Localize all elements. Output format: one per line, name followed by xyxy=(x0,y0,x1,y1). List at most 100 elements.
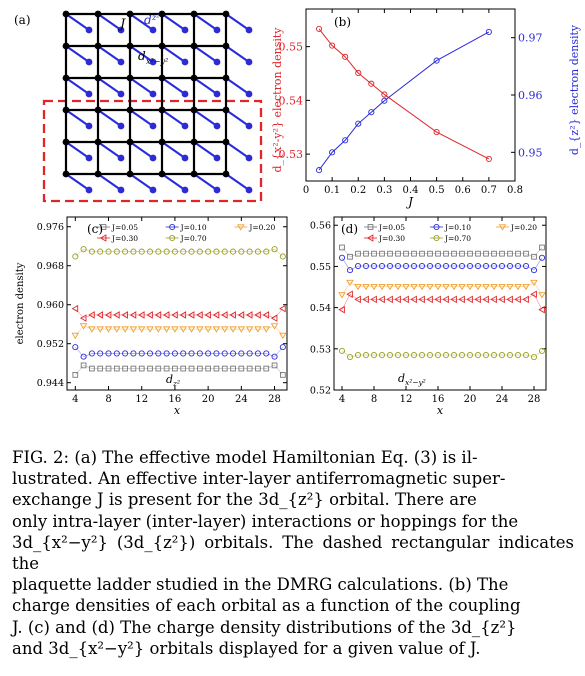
black-site xyxy=(94,74,102,82)
legend-marker xyxy=(169,234,176,242)
blue-site xyxy=(213,26,221,34)
data-point xyxy=(163,350,170,357)
y-tick-label: 0.52 xyxy=(310,386,331,397)
data-point xyxy=(362,283,370,291)
blue-site xyxy=(245,154,253,162)
inter-layer-bond xyxy=(129,173,154,191)
series-line xyxy=(318,31,490,171)
black-site xyxy=(222,42,230,50)
data-point xyxy=(221,311,228,319)
data-point xyxy=(246,365,253,372)
black-site xyxy=(190,74,198,82)
y-right-tick-label: 0.95 xyxy=(518,146,543,159)
caption-line: 3d_{x²−y²} (3d_{z²}) orbitals. The dashe… xyxy=(12,532,574,574)
inter-layer-bond xyxy=(129,45,154,63)
y-tick-label: 0.944 xyxy=(37,378,64,389)
data-point xyxy=(411,250,417,257)
inter-layer-bond xyxy=(225,45,250,63)
inter-layer-bond xyxy=(193,173,218,191)
data-point xyxy=(113,311,120,319)
data-point xyxy=(474,283,482,291)
data-point xyxy=(89,365,95,372)
data-point xyxy=(386,283,394,291)
data-point xyxy=(342,53,349,60)
y-tick-label: 0.976 xyxy=(37,222,64,233)
data-point xyxy=(213,365,220,372)
data-point xyxy=(458,283,466,291)
data-point xyxy=(155,248,162,255)
data-point xyxy=(72,372,79,378)
data-point xyxy=(329,149,336,156)
blue-site xyxy=(213,154,221,162)
data-point xyxy=(113,350,120,357)
data-point xyxy=(354,262,362,270)
data-point xyxy=(279,344,286,351)
data-point xyxy=(402,351,410,359)
x-axis-label: J xyxy=(405,195,414,209)
blue-site xyxy=(181,154,189,162)
data-point xyxy=(514,351,522,359)
data-point xyxy=(88,350,95,357)
data-point xyxy=(97,365,104,372)
x-tick-label: 0.2 xyxy=(350,185,366,196)
black-site xyxy=(62,170,70,178)
inter-layer-bond xyxy=(97,77,122,95)
data-point xyxy=(104,311,112,319)
data-point xyxy=(378,283,386,291)
data-point xyxy=(395,250,401,257)
data-point xyxy=(88,326,96,333)
data-point xyxy=(155,350,162,357)
data-point xyxy=(316,25,323,32)
blue-site xyxy=(149,58,157,66)
legend-marker xyxy=(100,224,107,230)
legend-entry: J=0.20 xyxy=(510,223,537,232)
data-point xyxy=(130,248,137,255)
data-point xyxy=(196,365,203,372)
data-point xyxy=(263,350,270,357)
data-point xyxy=(97,350,104,357)
data-point xyxy=(154,326,163,333)
black-site xyxy=(222,10,230,18)
data-point xyxy=(402,283,410,291)
x-tick-label: 12 xyxy=(400,394,413,405)
data-point xyxy=(270,314,278,322)
panel-label: (c) xyxy=(87,222,103,236)
data-point xyxy=(213,248,220,255)
black-site xyxy=(62,42,70,50)
data-point xyxy=(354,351,362,359)
data-point xyxy=(459,250,465,257)
data-point xyxy=(450,283,458,291)
data-point xyxy=(370,283,378,291)
panel-b-label: (b) xyxy=(334,15,351,29)
black-site xyxy=(126,10,134,18)
data-point xyxy=(171,350,178,357)
black-site xyxy=(126,42,134,50)
data-point xyxy=(238,365,245,372)
x-tick-label: 8 xyxy=(105,394,111,405)
data-point xyxy=(482,295,489,304)
figure-caption: FIG. 2: (a) The effective model Hamilton… xyxy=(12,447,574,659)
data-point xyxy=(435,250,441,257)
blue-site xyxy=(117,122,125,130)
series-line xyxy=(75,308,284,319)
legend-marker xyxy=(433,223,440,231)
orbital-annotation-sub: x²−y² xyxy=(405,378,426,387)
legend-entry: J=0.30 xyxy=(111,234,138,243)
y-tick-label: 0.53 xyxy=(310,344,331,355)
data-point xyxy=(450,262,458,270)
x-axis-label: x xyxy=(174,404,181,417)
series-line xyxy=(341,247,543,258)
data-point xyxy=(386,295,393,304)
data-point xyxy=(97,248,104,255)
inter-layer-bond xyxy=(161,141,186,159)
x-tick-label: 28 xyxy=(528,394,541,405)
inter-layer-bond xyxy=(129,13,154,31)
data-point xyxy=(196,350,203,357)
inter-layer-bond xyxy=(97,173,122,191)
data-point xyxy=(171,311,178,319)
data-point xyxy=(230,365,236,372)
data-point xyxy=(490,351,498,359)
data-point xyxy=(221,365,228,372)
panel-label: (d) xyxy=(341,222,358,236)
data-point xyxy=(530,290,537,299)
